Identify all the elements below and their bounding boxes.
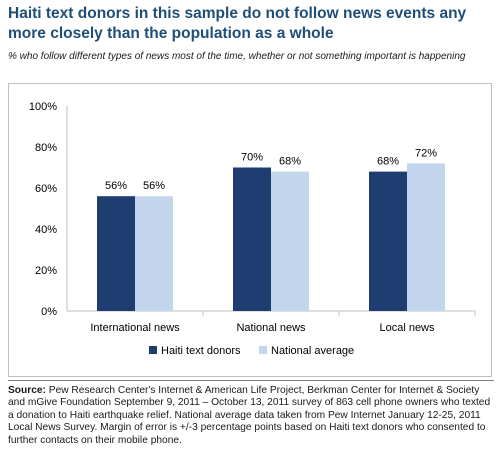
x-tick-label: International news [90, 322, 180, 334]
data-label: 72% [415, 147, 437, 159]
y-tick-label: 80% [35, 142, 57, 154]
source-text: Pew Research Center's Internet & America… [8, 385, 491, 446]
bar-haiti-text-donors [369, 171, 407, 311]
chart-title: Haiti text donors in this sample do not … [8, 5, 467, 42]
legend-label: National average [271, 345, 354, 357]
chart-area: 0% 20% 40% 60% 80% 100% 56% 56% International ne… [8, 83, 492, 377]
bar-chart: 0% 20% 40% 60% 80% 100% 56% 56% International ne… [29, 101, 476, 357]
data-label: 68% [377, 156, 399, 168]
x-tick-label: Local news [379, 322, 435, 334]
y-tick-label: 60% [35, 183, 57, 195]
legend-swatch [259, 346, 267, 354]
y-tick-label: 20% [35, 265, 57, 277]
chart-subtitle: % who follow different types of news mos… [8, 51, 466, 62]
source-note: Source: Pew Research Center's Internet &… [8, 385, 494, 447]
footer-divider [8, 380, 494, 381]
bar-haiti-text-donors [233, 167, 271, 311]
bar-national-average [271, 171, 309, 311]
bar-national-average [135, 196, 173, 311]
legend-label: Haiti text donors [161, 345, 241, 357]
x-tick-label: National news [236, 322, 306, 334]
y-tick-label: 0% [41, 306, 57, 318]
legend-swatch [149, 346, 157, 354]
y-tick-label: 100% [29, 101, 57, 113]
y-tick-label: 40% [35, 224, 57, 236]
data-label: 56% [143, 180, 165, 192]
data-label: 70% [241, 152, 263, 164]
data-label: 56% [105, 180, 127, 192]
source-label: Source: [8, 385, 46, 396]
data-label: 68% [279, 156, 301, 168]
bar-haiti-text-donors [97, 196, 135, 311]
bar-national-average [407, 163, 445, 311]
